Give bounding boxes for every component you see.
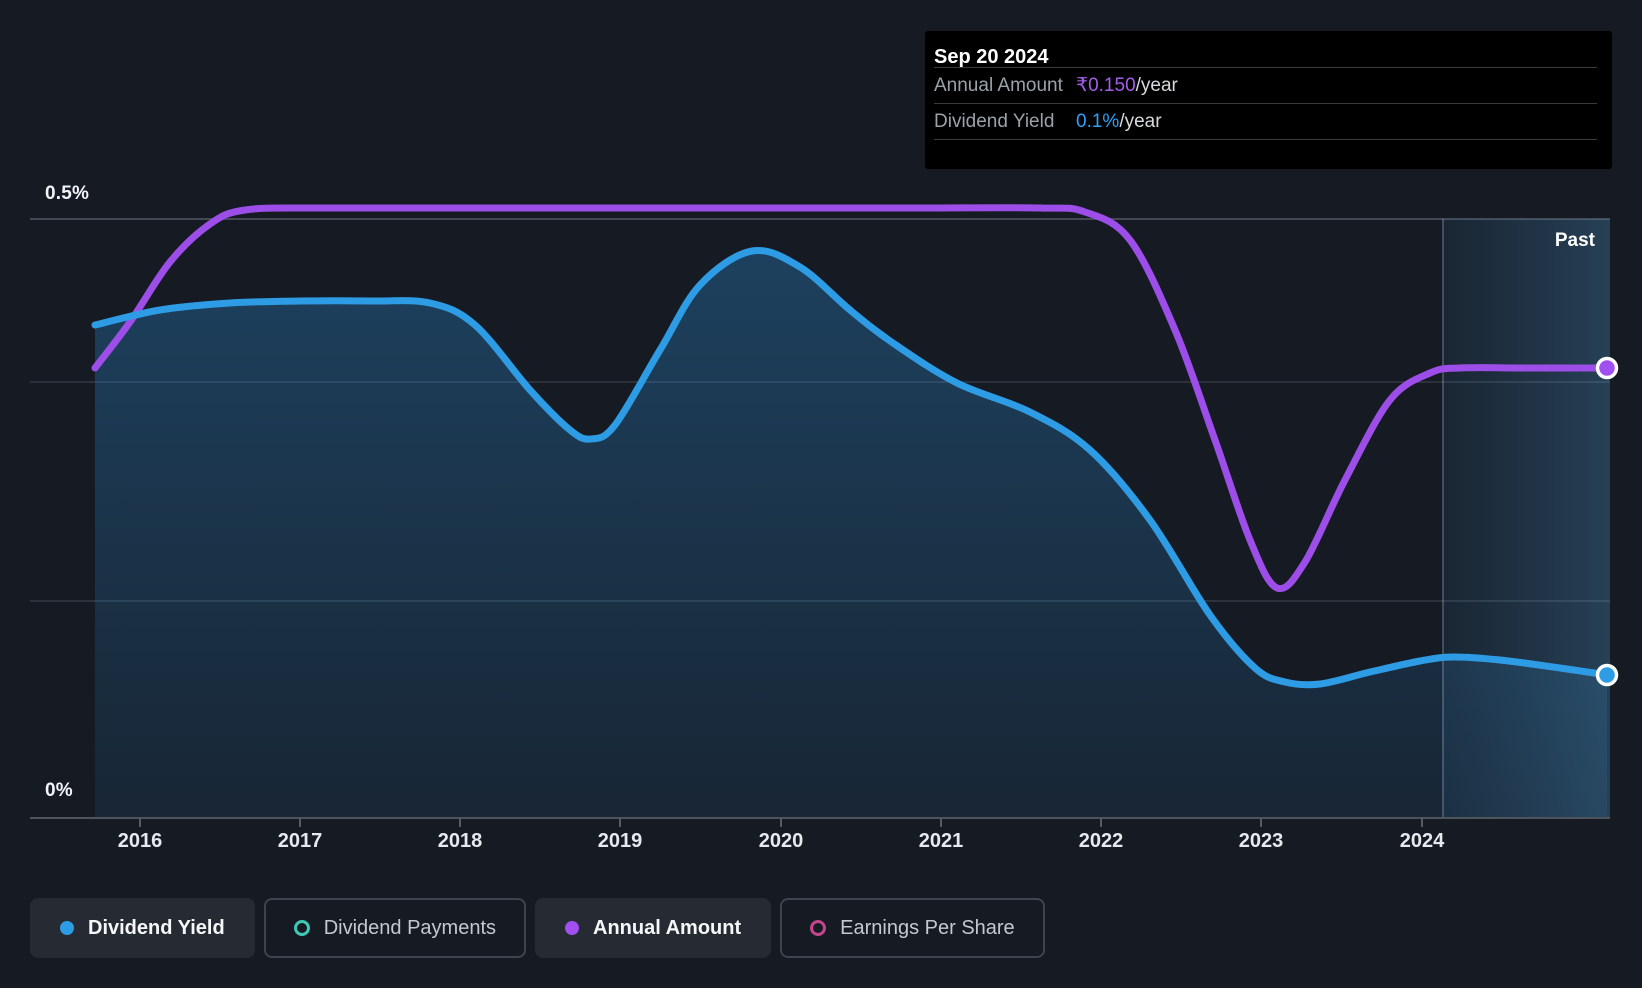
- tooltip-date: Sep 20 2024: [934, 46, 1049, 68]
- y-axis-label-bottom: 0%: [45, 780, 73, 801]
- legend-toggle-dividend-payments[interactable]: Dividend Payments: [263, 898, 527, 958]
- past-region-shading: [1443, 219, 1610, 818]
- x-axis-label: 2016: [117, 830, 163, 852]
- tooltip-row-value: ₹0.150: [1076, 75, 1136, 96]
- past-region-label: Past: [1554, 230, 1595, 251]
- dividend-yield-area: [95, 250, 1607, 818]
- x-axis-label: 2018: [437, 830, 483, 852]
- earnings-per-share-marker-icon: [810, 920, 827, 936]
- dividend-yield-line[interactable]: [91, 246, 1611, 689]
- y-axis-label-top: 0.5%: [45, 183, 90, 204]
- tooltip-bottom-rule: [934, 139, 1597, 156]
- x-axis-label: 2017: [277, 830, 323, 852]
- legend-label: Earnings Per Share: [840, 916, 1015, 939]
- tooltip-row-label: Dividend Yield: [934, 110, 1055, 132]
- x-axis-label: 2024: [1399, 830, 1445, 852]
- x-axis-label: 2023: [1238, 830, 1284, 852]
- legend-toggle-dividend-yield[interactable]: Dividend Yield: [30, 898, 255, 958]
- x-axis-label: 2021: [918, 830, 964, 852]
- annual-amount-line[interactable]: [91, 204, 1611, 593]
- dividend-yield-marker-icon: [60, 921, 74, 935]
- legend-bar: Dividend Yield Dividend Payments Annual …: [30, 898, 1045, 958]
- tooltip-row-label: Annual Amount: [934, 74, 1063, 96]
- annual-amount-marker-icon: [565, 921, 580, 935]
- legend-label: Annual Amount: [593, 916, 742, 939]
- dividend-payments-marker-icon: [293, 920, 310, 936]
- chart-tooltip: Sep 20 2024 Annual Amount ₹0.150/year Di…: [925, 31, 1612, 169]
- x-axis-label: 2022: [1078, 830, 1124, 852]
- legend-label: Dividend Payments: [323, 916, 497, 939]
- legend-toggle-annual-amount[interactable]: Annual Amount: [535, 898, 772, 958]
- tooltip-row-value: 0.1%: [1076, 110, 1120, 132]
- series-endpoint-dots: [1595, 356, 1619, 687]
- legend-label: Dividend Yield: [88, 916, 225, 939]
- tooltip-row-suffix: /year: [1135, 74, 1178, 96]
- tooltip-row-suffix: /year: [1119, 110, 1162, 132]
- legend-toggle-earnings-per-share[interactable]: Earnings Per Share: [780, 898, 1045, 958]
- x-axis-ticks: [139, 818, 1423, 827]
- x-axis-label: 2020: [758, 830, 804, 852]
- tooltip-row-annual-amount: Annual Amount ₹0.150/year: [934, 67, 1597, 103]
- x-axis-label: 2019: [597, 830, 643, 852]
- tooltip-row-dividend-yield: Dividend Yield 0.1%/year: [934, 103, 1597, 139]
